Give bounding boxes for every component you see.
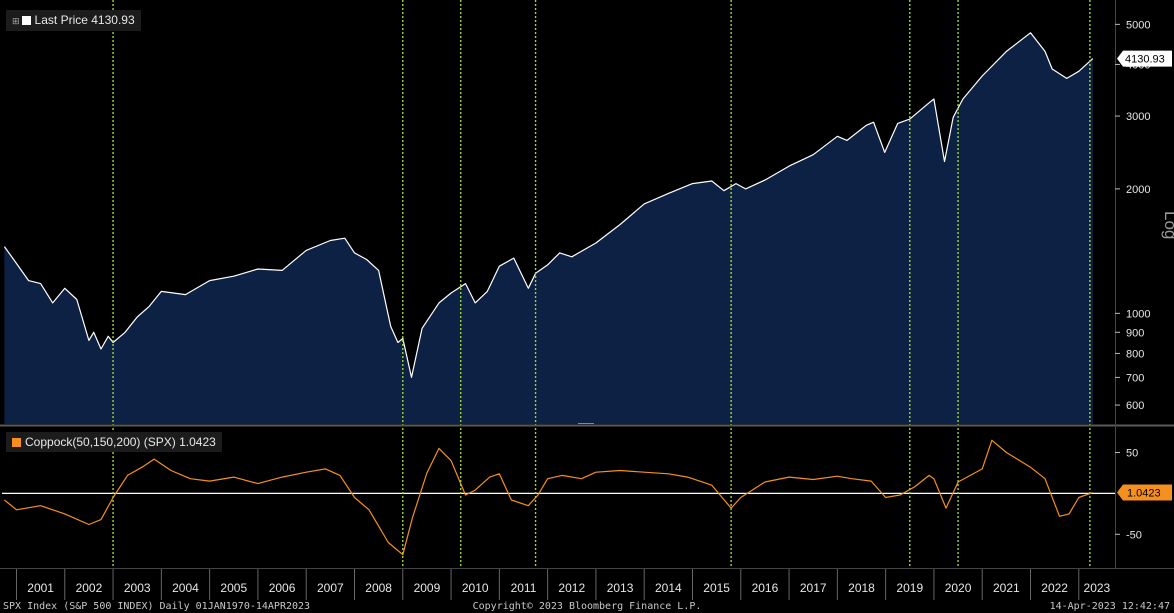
coppock-legend-label: Coppock(50,150,200) (SPX): [25, 435, 176, 449]
x-axis-year-label: 2023: [1084, 581, 1111, 595]
price-y-tick-label: 5000: [1126, 19, 1150, 31]
log-scale-label: Log: [1161, 211, 1174, 240]
x-axis-year-label: 2011: [511, 581, 537, 595]
footer-copyright: Copyright© 2023 Bloomberg Finance L.P.: [472, 601, 702, 612]
coppock-legend-value: 1.0423: [179, 435, 216, 449]
price-y-tick-label: 600: [1126, 400, 1144, 412]
price-legend[interactable]: ⊞ Last Price 4130.93: [6, 10, 141, 31]
x-axis-year-label: 2010: [462, 581, 489, 595]
x-axis-year-label: 2005: [220, 581, 247, 595]
price-y-tick-label: 1000: [1126, 308, 1150, 320]
x-axis-year-label: 2003: [124, 581, 151, 595]
expand-icon[interactable]: ⊞: [12, 16, 20, 26]
x-axis-year-label: 2015: [703, 581, 730, 595]
x-axis-year-label: 2014: [655, 581, 682, 595]
price-y-tick-label: 800: [1126, 348, 1144, 360]
footer-timestamp: 14-Apr-2023 12:42:47: [1049, 601, 1170, 612]
x-axis-year-label: 2019: [896, 581, 923, 595]
x-axis-year-label: 2022: [1041, 581, 1068, 595]
price-legend-swatch: [21, 16, 31, 25]
coppock-y-tick-label: -50: [1126, 529, 1142, 541]
x-axis-year-label: 2020: [945, 581, 972, 595]
event-lines: [112, 0, 1091, 568]
coppock-last-value-badge: [1117, 484, 1172, 501]
x-axis-year-label: 2001: [27, 581, 54, 595]
price-y-tick-label: 2000: [1126, 184, 1150, 196]
footer-security-info: SPX Index (S&P 500 INDEX) Daily 01JAN197…: [3, 601, 311, 612]
x-axis-year-label: 2009: [414, 581, 441, 595]
x-axis-year-label: 2008: [365, 581, 392, 595]
x-axis-year-label: 2006: [269, 581, 296, 595]
x-axis: 2001 2002 2003 2004 2005 2006 2007 2008 2009 2010…: [15, 569, 1111, 600]
price-y-tick-label: 900: [1126, 327, 1144, 339]
coppock-panel: [2, 439, 1115, 556]
price-y-tick-label: 700: [1126, 372, 1144, 384]
x-axis-year-label: 2017: [800, 581, 827, 595]
x-axis-year-label: 2016: [752, 581, 779, 595]
x-axis-year-label: 2013: [607, 581, 634, 595]
price-legend-value: 4130.93: [91, 13, 135, 27]
price-legend-label: Last Price: [34, 13, 88, 27]
x-axis-year-label: 2012: [558, 581, 585, 595]
x-axis-year-label: 2002: [76, 581, 103, 595]
price-series-line: [3, 32, 1094, 378]
coppock-legend[interactable]: Coppock(50,150,200) (SPX) 1.0423: [6, 432, 222, 452]
price-last-value-badge: [1117, 50, 1172, 67]
last-value-badges: 4130.93 1.0423: [1117, 50, 1172, 501]
x-axis-year-label: 2007: [317, 581, 344, 595]
x-axis-year-label: 2021: [993, 581, 1020, 595]
price-y-axis: 50004000300020001000900800700600: [0, 0, 1174, 569]
price-y-tick-label: 3000: [1126, 111, 1150, 123]
coppock-y-tick-label: 50: [1126, 448, 1138, 460]
price-area-fill: [4, 32, 1093, 425]
price-last-value-text: 4130.93: [1125, 54, 1165, 66]
price-panel: [3, 32, 1094, 425]
x-axis-year-label: 2004: [172, 581, 199, 595]
x-axis-year-label: 2018: [848, 581, 875, 595]
coppock-legend-swatch: [12, 438, 21, 447]
coppock-series-line: [4, 439, 1093, 556]
coppock-y-axis: 50 -50: [1115, 448, 1142, 541]
coppock-last-value-text: 1.0423: [1127, 488, 1161, 500]
